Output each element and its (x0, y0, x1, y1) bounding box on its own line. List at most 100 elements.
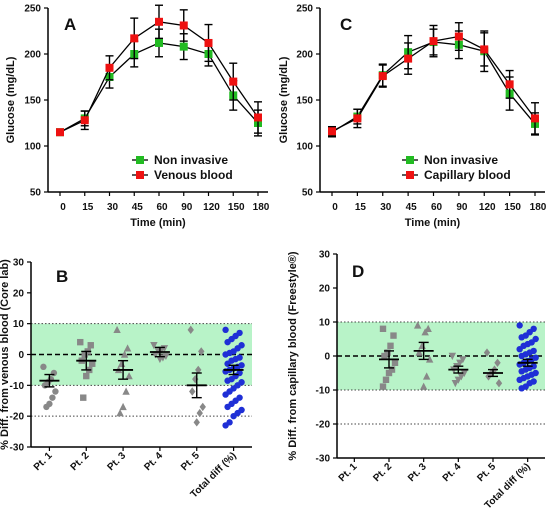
data-point (120, 350, 129, 358)
y-tick-label: 250 (24, 4, 41, 15)
x-tick-label: 30 (107, 202, 119, 213)
y-tick-label: -20 (316, 420, 331, 431)
data-point (222, 391, 229, 398)
y-tick-label: -30 (316, 454, 331, 465)
x-tick-label: 45 (406, 202, 418, 213)
y-tick-label: 30 (319, 250, 331, 261)
y-tick-label: 200 (24, 50, 41, 61)
x-tick-label: 0 (60, 202, 66, 213)
data-point (179, 42, 188, 51)
x-tick-label: 15 (82, 202, 94, 213)
group-pt-5 (186, 325, 207, 427)
data-point (495, 379, 503, 388)
y-tick-label: 100 (296, 142, 313, 153)
chart-panel-d: -30 -20 -10 0 10 20 30 Pt. 1 Pt. 2 Pt. 3 Pt. 4 Pt. … (287, 250, 545, 511)
data-point (122, 387, 130, 395)
data-point (451, 380, 460, 388)
x-tick-label: 60 (431, 202, 443, 213)
data-point (81, 351, 88, 358)
data-point (77, 338, 84, 346)
x-tick-label: Pt. 4 (142, 450, 165, 473)
data-point (494, 358, 501, 367)
y-axis-label: Glucose (mg/dL) (278, 56, 290, 143)
x-tick-label: 120 (203, 202, 220, 213)
data-point (204, 38, 213, 47)
legend-label: Venous blood (154, 168, 233, 182)
y-tick-label: 150 (296, 96, 313, 107)
data-point (387, 342, 394, 349)
data-point (384, 349, 391, 356)
data-point (119, 402, 127, 411)
y-tick-label: 50 (30, 188, 42, 199)
data-point (518, 368, 525, 375)
data-point (425, 355, 434, 363)
chart-panel-b: -30 -20 -10 0 10 20 30 Pt. 1 Pt. 2 Pt. 3 Pt. 4 Pt. … (0, 258, 252, 500)
data-point (448, 352, 457, 360)
legend-marker (136, 171, 144, 179)
data-point (421, 328, 429, 336)
x-tick-label: 60 (156, 202, 168, 213)
data-point (80, 116, 89, 125)
x-axis-label: Time (min) (130, 217, 186, 229)
data-point (229, 77, 238, 86)
data-point (413, 321, 422, 329)
data-point (113, 325, 121, 334)
x-tick-label: Pt. 2 (69, 450, 92, 473)
data-point (424, 324, 432, 332)
data-point (404, 54, 413, 63)
data-point (516, 346, 523, 353)
data-point (385, 369, 393, 377)
data-point (390, 332, 397, 339)
x-tick-label: 180 (530, 202, 547, 213)
y-tick-label: 50 (302, 188, 314, 199)
data-point (419, 382, 428, 390)
data-point (43, 403, 50, 411)
data-point (378, 72, 387, 81)
data-point (415, 348, 423, 356)
x-tick-label: 150 (504, 202, 521, 213)
data-point (87, 342, 94, 349)
y-tick-label: 30 (13, 258, 25, 269)
x-tick-label: Pt. 1 (337, 461, 360, 484)
y-tick-label: -20 (10, 412, 25, 423)
x-tick-label: Pt. 3 (105, 450, 128, 473)
group-pt-4 (448, 352, 469, 388)
x-tick-label: 30 (380, 202, 392, 213)
group-pt-2 (379, 325, 399, 390)
data-point (222, 422, 229, 429)
group-pt-4 (149, 342, 170, 364)
y-tick-label: 100 (24, 142, 41, 153)
y-tick-label: -10 (10, 381, 25, 392)
data-point (518, 385, 525, 392)
x-tick-label: 15 (355, 202, 367, 213)
legend-label: Non invasive (424, 153, 498, 167)
x-tick-label: 180 (253, 202, 270, 213)
series-capillary-blood (328, 22, 539, 137)
data-point (156, 355, 164, 364)
group-total-diff- (222, 326, 245, 429)
data-point (379, 383, 387, 390)
data-point (224, 338, 231, 346)
y-tick-label: 0 (18, 350, 24, 361)
data-point (516, 322, 523, 329)
y-tick-label: 150 (24, 96, 41, 107)
data-point (518, 334, 525, 341)
panel-label: D (352, 262, 364, 281)
legend-label: Non invasive (154, 153, 228, 167)
x-tick-label: 0 (332, 202, 338, 213)
y-tick-label: 250 (296, 4, 313, 15)
y-tick-label: 20 (319, 284, 331, 295)
data-point (123, 344, 132, 352)
data-point (52, 388, 59, 395)
group-pt-3 (113, 325, 134, 417)
y-tick-label: -30 (10, 443, 25, 454)
y-axis-label: % Diff. from venous blood (Core lab) (0, 259, 11, 450)
data-point (56, 128, 64, 137)
data-point (151, 351, 160, 359)
data-point (531, 114, 539, 123)
x-tick-label: Pt. 5 (475, 461, 498, 484)
y-axis-label: % Diff. from capillary blood (Freestyle®… (287, 251, 299, 461)
data-point (49, 394, 56, 401)
group-pt-2 (76, 338, 97, 401)
data-point (222, 326, 229, 334)
